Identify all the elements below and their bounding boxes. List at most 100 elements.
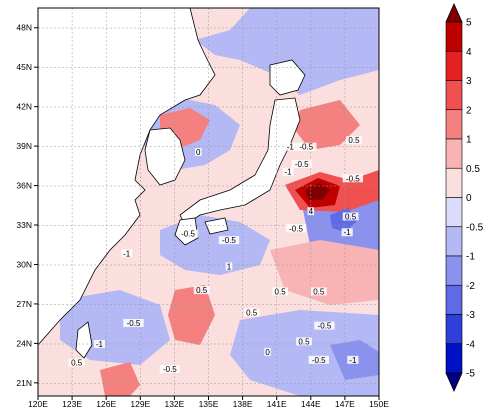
contour-label-bg — [225, 262, 233, 271]
contour-label: 0.5 — [348, 136, 360, 145]
lat-tick-label: 39N — [16, 141, 32, 151]
contour-label: -0.5 — [312, 356, 326, 365]
longitude-axis: 120E 123E 126E 129E 132E 135E 138E 141E 144E 147E… — [28, 396, 389, 408]
negative-anomaly-southeast — [230, 310, 379, 396]
colorbar-segment — [445, 21, 463, 52]
contour-label-bg — [159, 365, 181, 374]
colorbar-tick-label: 0.5 — [466, 164, 480, 175]
contour-label-bg — [296, 142, 317, 151]
contour-label: -1 — [96, 340, 104, 349]
contour-label: -0.5 — [289, 224, 303, 233]
contour-label: -0.5 — [295, 160, 309, 169]
lat-tick-label: 27N — [16, 299, 32, 309]
contour-label-bg — [310, 287, 327, 296]
lon-tick-label: 123E — [62, 399, 82, 408]
map-field: 0.5-1 -0.50-0.5-1-0.540.5-0.5-0.5 -1-1-0.5… — [38, 8, 379, 396]
contour-label: 0.5 — [71, 358, 83, 367]
contour-label: -0.5 — [346, 174, 360, 183]
contour-label-bg — [346, 136, 362, 145]
colorbar-tick-label: -3 — [466, 310, 475, 321]
contour-label-bg — [296, 337, 312, 346]
contour-label-bg — [314, 321, 335, 330]
positive-anomaly-peak — [305, 183, 330, 200]
contour-label-bg — [284, 142, 296, 151]
contour-label: 0.5 — [246, 308, 258, 317]
contour-label: -1 — [287, 143, 295, 152]
contour-label: 0.5 — [275, 287, 287, 296]
lat-tick-label: 42N — [16, 102, 32, 112]
positive-anomaly-south — [100, 362, 140, 396]
contour-label: -0.5 — [163, 365, 177, 374]
colorbar-tick-label: -2 — [466, 281, 475, 292]
korean-peninsula — [144, 127, 186, 186]
contour-label-bg — [123, 318, 144, 327]
land — [38, 8, 306, 359]
colorbar-tick-label: 4 — [466, 47, 472, 58]
taiwan — [75, 321, 93, 359]
contour-label-bg — [177, 229, 199, 238]
contour-label-bg — [93, 340, 105, 349]
contour-label-bg — [291, 159, 312, 168]
contour-label: -0.5 — [318, 322, 332, 331]
contour-label: 0.5 — [196, 286, 208, 295]
lon-tick-label: 120E — [28, 399, 48, 408]
positive-anomaly-east-mid — [270, 240, 379, 305]
colorbar-tick-label: 0 — [466, 193, 472, 204]
contour-label: -1 — [123, 249, 131, 258]
colorbar-segment — [445, 197, 463, 228]
contour-label-bg — [342, 212, 359, 221]
contour-label: 0.5 — [313, 287, 325, 296]
lon-tick-label: 126E — [96, 399, 116, 408]
lon-tick-label: 129E — [130, 399, 150, 408]
contour-label: 0 — [265, 348, 270, 357]
colorbar-segment — [445, 226, 463, 257]
lon-tick-label: 132E — [164, 399, 184, 408]
contour-label: -1 — [349, 356, 357, 365]
contour-label: -0.5 — [222, 236, 236, 245]
lat-tick-label: 21N — [16, 378, 32, 388]
contour-label-bg — [243, 308, 260, 317]
colorbar-tick-label: 3 — [466, 76, 472, 87]
colorbar-segment — [445, 138, 463, 169]
colorbar-tick-label: -4 — [466, 339, 475, 350]
contour-label-bg — [218, 236, 240, 245]
contour-label: -0.5 — [299, 143, 313, 152]
contour-label: 4 — [309, 207, 314, 216]
contour-label-bg — [193, 286, 210, 295]
contour-label-bg — [194, 147, 202, 156]
lon-tick-label: 147E — [335, 399, 355, 408]
lat-tick-label: 45N — [16, 62, 32, 72]
colorbar-segment — [445, 50, 463, 81]
contour-label: -0.5 — [127, 319, 141, 328]
colorbar-segment — [445, 314, 463, 345]
contour-label-bg — [347, 355, 359, 364]
colorbar-segment — [445, 167, 463, 198]
honshu — [179, 97, 301, 226]
contour-label-bg — [68, 358, 85, 367]
positive-anomaly-northeast — [295, 100, 360, 150]
lat-tick-label: 24N — [16, 338, 32, 348]
lat-tick-label: 33N — [16, 220, 32, 230]
contour-label: -1 — [285, 168, 293, 177]
lon-tick-label: 138E — [233, 399, 253, 408]
contour-label: 0.5 — [298, 337, 310, 346]
contour-label: 0 — [196, 148, 201, 157]
colorbar-segment — [445, 255, 463, 286]
colorbar-tick-label: 1 — [466, 135, 472, 146]
contour-label-bg — [342, 174, 364, 183]
colorbar: 5 4 3 2 1 0.5 0 -0.5 -1 -2 -3 -4 -5 — [445, 3, 484, 392]
lon-tick-label: 144E — [301, 399, 321, 408]
contour-label: 1 — [227, 262, 232, 271]
colorbar-extension-bottom — [445, 372, 463, 392]
hokkaido — [269, 59, 306, 96]
negative-anomaly-north — [195, 8, 379, 95]
contour-label-bg — [308, 355, 329, 364]
contour-label: -0.5 — [181, 230, 195, 239]
positive-anomaly-south-central — [168, 285, 215, 345]
lon-tick-label: 141E — [267, 399, 287, 408]
lat-tick-label: 48N — [16, 23, 32, 33]
contour-label: 0.5 — [345, 212, 357, 221]
contour-label-bg — [307, 207, 315, 216]
contour-label-bg — [282, 167, 294, 176]
